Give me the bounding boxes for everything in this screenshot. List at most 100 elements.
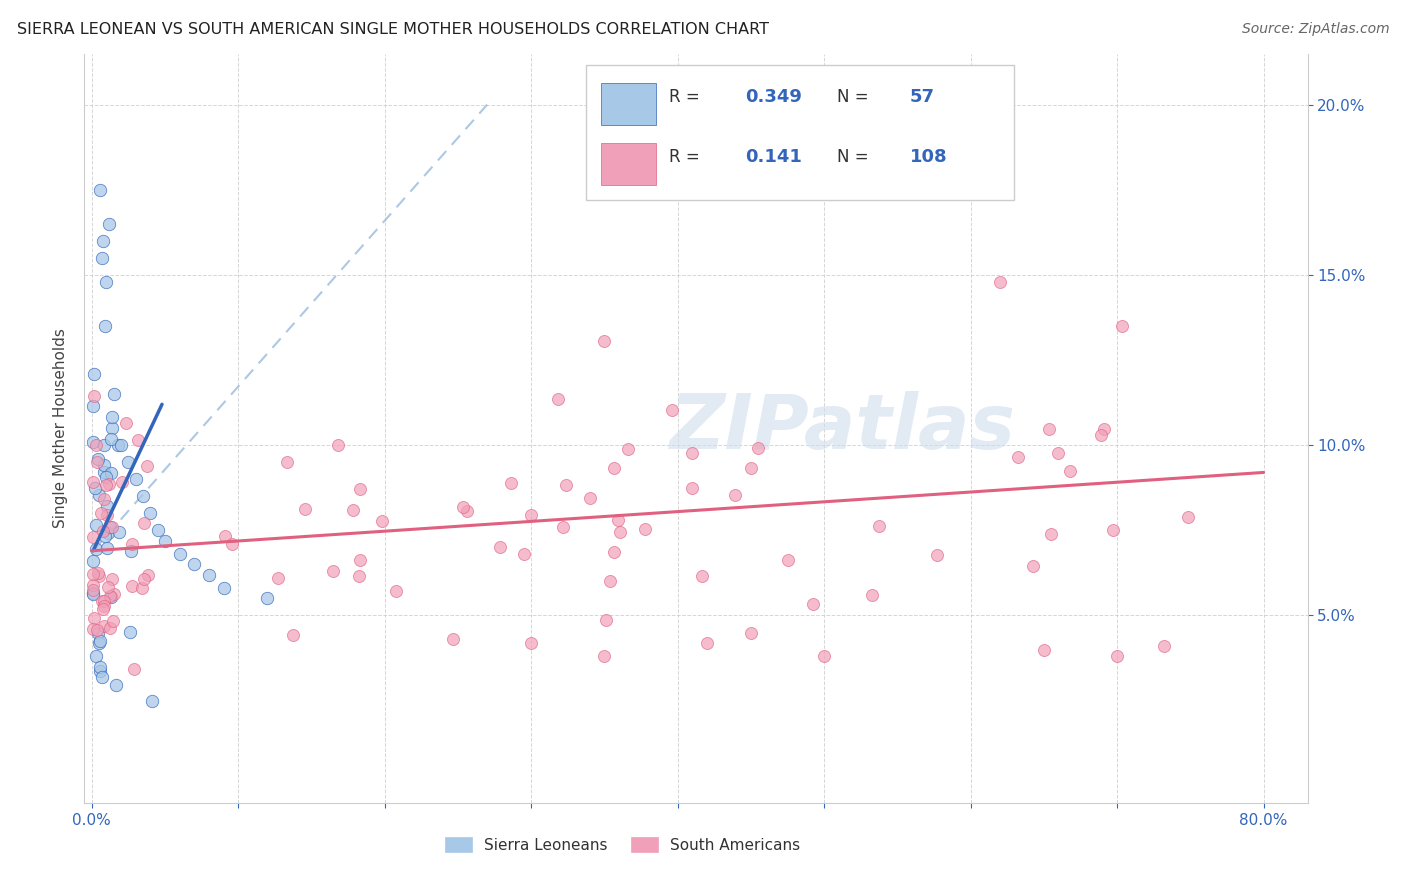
Point xyxy=(96,275,118,289)
Point xyxy=(101,572,124,586)
Point xyxy=(100,433,122,447)
Text: Source: ZipAtlas.com: Source: ZipAtlas.com xyxy=(1241,22,1389,37)
Point xyxy=(98,476,121,491)
Point xyxy=(1038,422,1060,436)
Point xyxy=(82,567,104,582)
Point xyxy=(927,548,949,562)
Point xyxy=(101,614,124,628)
Point xyxy=(97,526,120,541)
Point xyxy=(131,581,153,595)
Point xyxy=(127,434,149,448)
Text: N =: N = xyxy=(837,88,873,106)
Point xyxy=(101,421,124,435)
Point xyxy=(120,544,142,558)
Point xyxy=(89,183,111,197)
Point xyxy=(322,564,344,578)
Point xyxy=(692,569,714,583)
Point xyxy=(456,504,478,518)
Point xyxy=(724,488,747,502)
Point xyxy=(82,582,104,597)
Y-axis label: Single Mother Households: Single Mother Households xyxy=(53,328,69,528)
FancyBboxPatch shape xyxy=(586,65,1014,200)
Point xyxy=(141,693,163,707)
Point xyxy=(101,520,124,534)
Point xyxy=(82,530,104,544)
Point xyxy=(82,475,104,490)
Point xyxy=(83,389,105,403)
Text: 0.141: 0.141 xyxy=(745,148,801,166)
Point xyxy=(83,367,105,381)
Point xyxy=(603,545,626,559)
Point xyxy=(84,541,107,556)
Point xyxy=(1047,446,1070,460)
Point xyxy=(860,589,883,603)
Point xyxy=(82,585,104,599)
Point xyxy=(607,513,630,527)
Point xyxy=(1111,318,1133,333)
Text: N =: N = xyxy=(837,148,873,166)
Point xyxy=(96,470,118,484)
Point xyxy=(96,499,118,513)
Point xyxy=(82,577,104,591)
Point xyxy=(121,579,143,593)
Point xyxy=(1107,649,1129,664)
Point xyxy=(96,508,118,522)
Point xyxy=(84,649,107,664)
Point xyxy=(553,520,575,534)
Point xyxy=(87,452,110,467)
Point xyxy=(132,572,155,586)
Point xyxy=(100,409,122,424)
Point xyxy=(1032,642,1054,657)
Point xyxy=(801,597,824,611)
Point xyxy=(198,567,221,582)
Point xyxy=(1007,450,1029,464)
Point xyxy=(89,633,111,648)
Point xyxy=(349,483,371,497)
Point xyxy=(121,537,143,551)
Point xyxy=(103,587,125,601)
Point xyxy=(579,491,602,505)
Point xyxy=(1094,422,1116,436)
Point xyxy=(86,625,108,640)
Point xyxy=(547,392,569,406)
Point xyxy=(276,454,298,468)
Point xyxy=(87,488,110,502)
Point xyxy=(124,472,146,486)
Point xyxy=(96,541,118,555)
Text: 108: 108 xyxy=(910,148,948,166)
Point xyxy=(93,599,115,613)
Point xyxy=(988,275,1011,289)
Point xyxy=(97,580,120,594)
Point xyxy=(93,234,115,248)
Point xyxy=(281,628,304,642)
Point xyxy=(169,547,191,561)
Point xyxy=(1059,464,1081,478)
Point xyxy=(778,552,800,566)
Text: R =: R = xyxy=(669,88,704,106)
Point xyxy=(94,318,117,333)
Point xyxy=(93,593,115,607)
Point xyxy=(740,625,762,640)
Point xyxy=(93,618,115,632)
Point xyxy=(451,500,474,514)
Point xyxy=(520,636,543,650)
Point xyxy=(221,536,243,550)
Text: 57: 57 xyxy=(910,88,935,106)
Point xyxy=(593,334,616,348)
Point xyxy=(134,516,156,530)
Point xyxy=(108,525,131,540)
Point xyxy=(117,455,139,469)
Point xyxy=(136,459,159,474)
Point xyxy=(441,632,464,646)
Point xyxy=(1102,523,1125,537)
Point xyxy=(93,491,115,506)
Point xyxy=(82,399,104,413)
Point xyxy=(98,217,121,231)
Point xyxy=(153,533,176,548)
Point xyxy=(100,591,122,605)
Point xyxy=(1022,559,1045,574)
Text: SIERRA LEONEAN VS SOUTH AMERICAN SINGLE MOTHER HOUSEHOLDS CORRELATION CHART: SIERRA LEONEAN VS SOUTH AMERICAN SINGLE … xyxy=(17,22,769,37)
Point xyxy=(256,591,278,606)
Point xyxy=(91,594,114,608)
Point xyxy=(82,435,104,450)
